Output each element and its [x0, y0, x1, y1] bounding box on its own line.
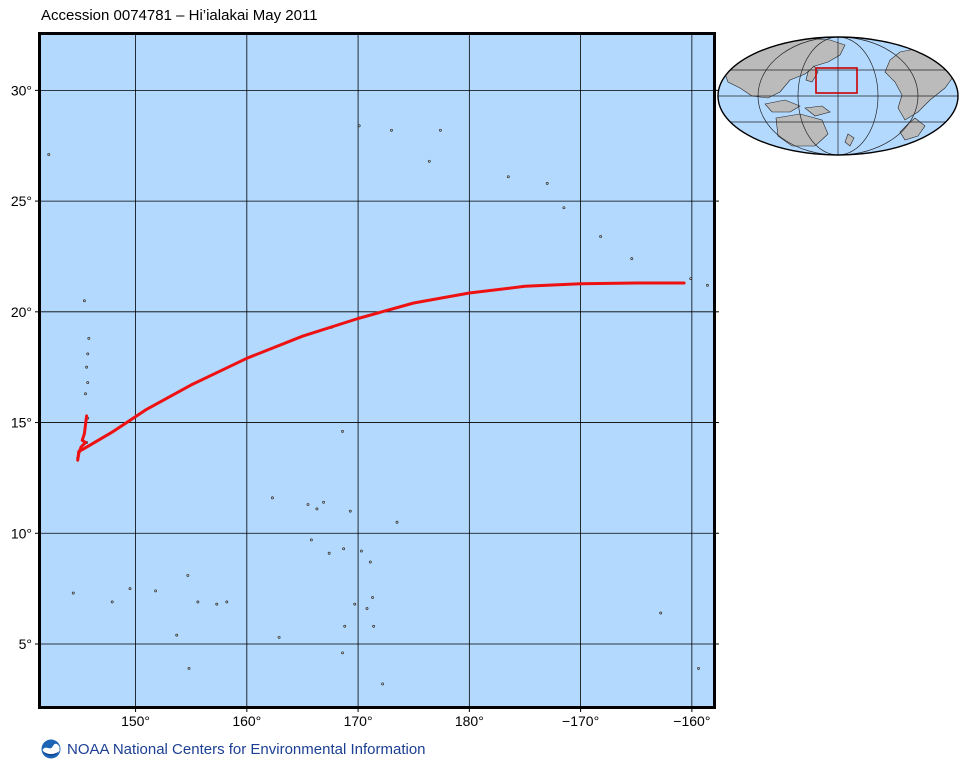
island-mark: [562, 206, 566, 210]
island-mark: [371, 596, 374, 599]
axis-tick-labels: 150° 160° 170° 180° −170° −160° 5° 10° 15° 20° 25°…: [11, 82, 711, 729]
island-mark: [186, 573, 190, 577]
island-mark: [82, 299, 86, 303]
x-tick-label: −160°: [673, 713, 710, 729]
island-mark: [368, 560, 372, 564]
inset-region-box: [815, 67, 858, 94]
island-mark: [154, 589, 157, 593]
y-tick-label: 15°: [11, 415, 32, 431]
island-mark: [327, 551, 331, 555]
island-mark: [365, 607, 369, 610]
inset-graticule: [718, 37, 958, 155]
island-mark: [86, 381, 90, 385]
island-mark: [341, 429, 344, 433]
inset-south-america: [899, 117, 926, 141]
island-mark: [215, 602, 219, 606]
island-mark: [697, 666, 700, 670]
island-mark: [390, 128, 393, 132]
island-mark: [128, 587, 132, 591]
island-mark: [271, 496, 274, 500]
island-mark: [47, 153, 51, 156]
inset-globe[interactable]: [717, 36, 959, 156]
map-title: Accession 0074781 – Hi’ialakai May 2011: [41, 7, 318, 24]
island-mark: [277, 635, 281, 639]
island-mark: [630, 257, 634, 261]
island-mark: [341, 651, 344, 655]
island-mark: [175, 633, 179, 637]
island-mark: [357, 124, 361, 128]
island-mark: [381, 682, 384, 686]
island-mark: [187, 666, 191, 670]
island-mark: [360, 549, 363, 553]
inset-outline: [717, 36, 959, 156]
island-mark: [395, 520, 399, 524]
inset-indonesia: [764, 99, 801, 113]
x-tick-label: 170°: [344, 713, 373, 729]
island-mark: [87, 336, 91, 340]
island-mark: [506, 175, 510, 179]
island-mark: [545, 181, 549, 185]
island-mark: [71, 591, 75, 595]
axis-ticks: [35, 32, 719, 712]
y-tick-label: 5°: [19, 636, 32, 652]
inset-new-guinea: [804, 105, 831, 117]
island-mark: [110, 600, 114, 604]
island-mark: [599, 235, 603, 238]
y-tick-label: 20°: [11, 304, 32, 320]
island-mark: [439, 128, 442, 132]
y-tick-label: 25°: [11, 193, 32, 209]
ocean-area: [41, 35, 713, 706]
island-mark: [85, 365, 89, 369]
noaa-logo-icon: [41, 739, 61, 759]
island-mark: [84, 392, 87, 396]
island-mark: [196, 600, 200, 604]
graticule: [41, 35, 713, 706]
inset-new-zealand: [844, 133, 855, 147]
island-mark: [306, 503, 310, 506]
footer-text[interactable]: NOAA National Centers for Environmental …: [67, 740, 426, 758]
x-tick-label: 160°: [232, 713, 261, 729]
island-mark: [86, 352, 90, 356]
island-mark: [372, 624, 376, 628]
x-tick-label: 180°: [455, 713, 484, 729]
x-tick-label: −170°: [562, 713, 599, 729]
x-tick-label: 150°: [121, 713, 150, 729]
island-mark: [427, 159, 431, 163]
island-mark: [689, 277, 693, 280]
island-mark: [659, 611, 663, 615]
island-mark: [225, 600, 229, 604]
island-mark: [343, 624, 347, 628]
y-tick-label: 30°: [11, 82, 32, 98]
island-mark: [342, 547, 346, 551]
island-mark: [315, 507, 319, 511]
island-mark: [353, 602, 357, 606]
footer: NOAA National Centers for Environmental …: [41, 738, 426, 760]
island-mark: [706, 283, 709, 287]
island-mark: [309, 538, 313, 542]
y-tick-label: 10°: [11, 525, 32, 541]
island-mark: [348, 509, 352, 513]
cruise-track: [76, 281, 686, 462]
island-mark: [322, 500, 325, 504]
